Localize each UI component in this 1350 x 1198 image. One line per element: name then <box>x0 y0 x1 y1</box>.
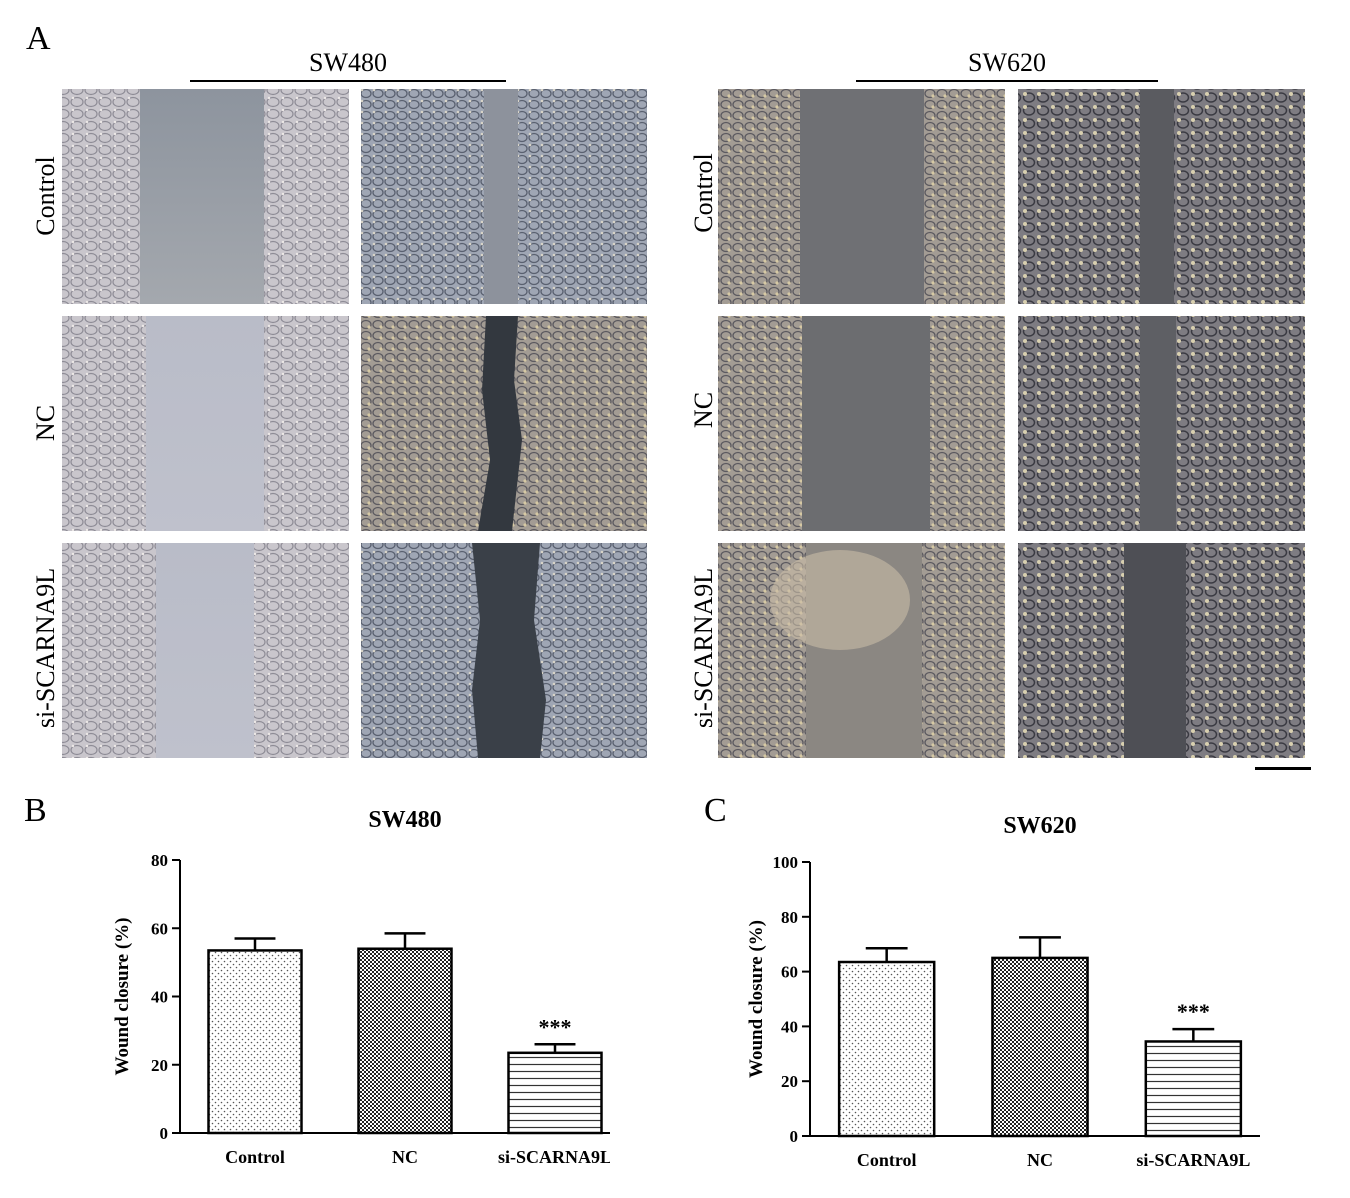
x-tick-label: Control <box>857 1150 917 1170</box>
chart-c: SW620 0 20 40 60 80 100 Wound closure (%) Contro… <box>746 813 1260 1170</box>
bar-2 <box>991 956 1089 1138</box>
sw480-control-48h-image <box>361 89 647 304</box>
x-tick-label: Control <box>225 1147 285 1167</box>
x-tick-label: NC <box>1027 1150 1053 1170</box>
chart-title: SW480 <box>368 807 441 833</box>
significance-label: *** <box>539 1014 572 1039</box>
x-tick-label: si-SCARNA9L <box>498 1147 610 1167</box>
bar-1 <box>837 960 936 1138</box>
y-tick-label: 100 <box>773 853 799 872</box>
y-tick-label: 60 <box>151 919 168 938</box>
y-axis-label: Wound closure (%) <box>112 917 133 1075</box>
micrograph-grid <box>62 89 1311 770</box>
sw480-nc-0h-image <box>62 316 349 531</box>
y-tick-label: 80 <box>781 908 798 927</box>
bar-1 <box>207 949 303 1135</box>
sw480-nc-48h-image <box>361 316 647 531</box>
y-tick-label: 0 <box>790 1127 799 1146</box>
y-tick-label: 0 <box>160 1124 169 1143</box>
sw620-si-48h-image <box>1018 543 1305 758</box>
x-tick-label: NC <box>392 1147 418 1167</box>
chart-title: SW620 <box>1003 813 1076 839</box>
sw480-group-title: SW480 <box>309 48 387 77</box>
sw480-control-0h-image <box>62 89 349 304</box>
bar-3 <box>507 1051 603 1135</box>
panel-c-letter: C <box>704 792 727 829</box>
scale-bar <box>1255 767 1311 770</box>
significance-label: *** <box>1177 999 1210 1024</box>
y-axis-label: Wound closure (%) <box>746 920 767 1078</box>
sw480-si-48h-image <box>361 543 647 758</box>
sw620-nc-0h-image <box>718 316 1005 531</box>
y-tick-label: 40 <box>151 988 168 1007</box>
sw620-control-0h-image <box>718 89 1005 304</box>
sw620-control-48h-image <box>1018 89 1305 304</box>
panel-b-letter: B <box>24 792 47 829</box>
y-tick-label: 80 <box>151 851 168 870</box>
sw620-group-title: SW620 <box>968 48 1046 77</box>
y-tick-label: 60 <box>781 963 798 982</box>
sw620-group-rule <box>856 80 1158 82</box>
sw480-si-0h-image <box>62 543 349 758</box>
bar-3 <box>1144 1040 1243 1138</box>
sw620-si-0h-image <box>718 543 1005 758</box>
y-tick-label: 20 <box>781 1072 798 1091</box>
x-tick-label: si-SCARNA9L <box>1136 1150 1250 1170</box>
panel-a-letter: A <box>26 20 51 57</box>
y-tick-label: 20 <box>151 1056 168 1075</box>
sw620-nc-48h-image <box>1018 316 1305 531</box>
y-tick-label: 40 <box>781 1017 798 1036</box>
chart-b: SW480 0 20 40 60 80 Wound closure (%) Control NC… <box>112 807 610 1167</box>
sw480-group-rule <box>190 80 506 82</box>
bar-2 <box>357 947 453 1135</box>
